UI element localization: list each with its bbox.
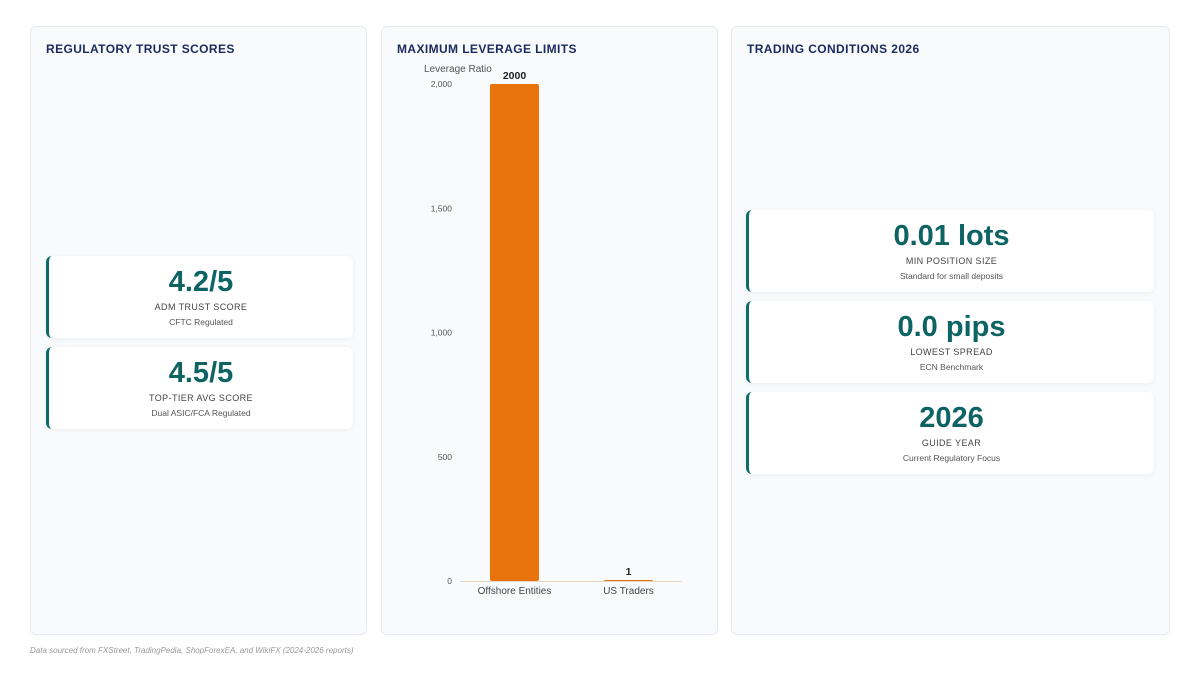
lowest-spread-card: 0.0 pips LOWEST SPREAD ECN Benchmark — [746, 301, 1154, 383]
top-tier-score-card: 4.5/5 TOP-TIER AVG SCORE Dual ASIC/FCA R… — [46, 347, 353, 429]
card-value: 0.0 pips — [897, 311, 1006, 343]
y-tick-label: 1,000 — [431, 328, 453, 338]
panel-title: TRADING CONDITIONS 2026 — [747, 42, 920, 56]
y-tick-label: 1,500 — [431, 203, 453, 213]
trust-scores-panel: REGULATORY TRUST SCORES 4.2/5 ADM TRUST … — [30, 26, 367, 635]
data-label: 2000 — [503, 70, 527, 82]
leverage-bar-chart: Leverage Ratio 0 500 1,000 1,500 2,000 2000 Off… — [424, 64, 682, 597]
x-tick-label: US Traders — [603, 586, 654, 597]
card-value: 4.5/5 — [168, 357, 234, 389]
card-value: 2026 — [919, 402, 984, 434]
panel-title: REGULATORY TRUST SCORES — [46, 42, 235, 56]
data-label: 1 — [626, 566, 632, 578]
y-tick-label: 0 — [447, 576, 452, 586]
card-subtext: ECN Benchmark — [919, 362, 984, 372]
x-tick-label: Offshore Entities — [478, 586, 552, 597]
data-source-footer: Data sourced from FXStreet, TradingPedia… — [30, 646, 354, 655]
leverage-chart-panel: MAXIMUM LEVERAGE LIMITS Leverage Ratio 0 5… — [381, 26, 718, 635]
card-label: ADM TRUST SCORE — [154, 302, 248, 312]
y-axis-title: Leverage Ratio — [424, 64, 492, 75]
card-value: 0.01 lots — [893, 220, 1010, 252]
card-label: MIN POSITION SIZE — [905, 256, 998, 266]
card-value: 4.2/5 — [168, 266, 234, 298]
adm-trust-score-card: 4.2/5 ADM TRUST SCORE CFTC Regulated — [46, 256, 353, 338]
y-tick-label: 500 — [438, 452, 452, 462]
y-tick-label: 2,000 — [431, 79, 453, 89]
guide-year-card: 2026 GUIDE YEAR Current Regulatory Focus — [746, 392, 1154, 474]
card-subtext: Current Regulatory Focus — [902, 453, 1001, 463]
bar-offshore-entities — [490, 84, 539, 581]
panel-title: MAXIMUM LEVERAGE LIMITS — [397, 42, 577, 56]
card-label: TOP-TIER AVG SCORE — [149, 393, 253, 403]
card-subtext: Dual ASIC/FCA Regulated — [151, 408, 251, 418]
card-subtext: CFTC Regulated — [169, 317, 233, 327]
card-label: GUIDE YEAR — [921, 438, 982, 448]
card-label: LOWEST SPREAD — [910, 347, 993, 357]
bar-us-traders — [604, 580, 653, 581]
trading-conditions-panel: TRADING CONDITIONS 2026 0.01 lots MIN PO… — [731, 26, 1170, 635]
min-position-card: 0.01 lots MIN POSITION SIZE Standard for… — [746, 210, 1154, 292]
card-subtext: Standard for small deposits — [900, 271, 1003, 281]
